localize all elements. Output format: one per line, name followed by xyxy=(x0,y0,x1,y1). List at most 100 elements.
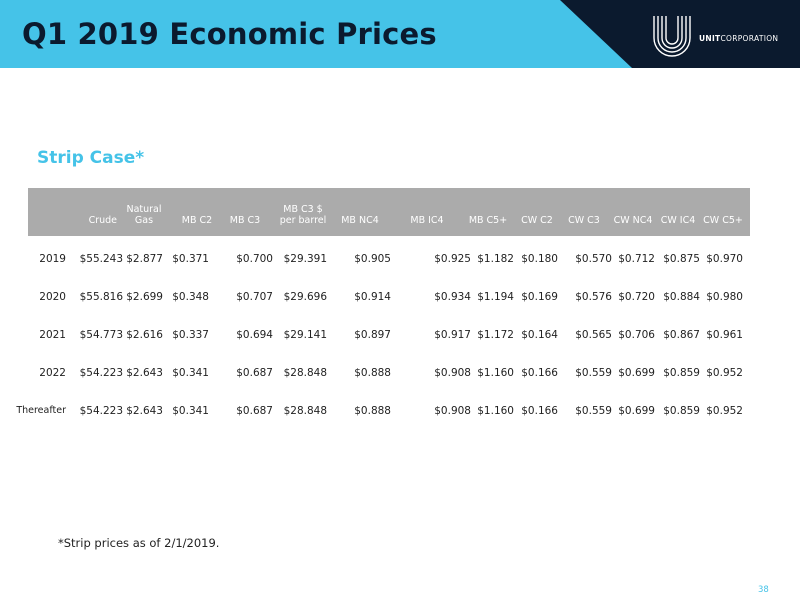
table-cell: $0.169 xyxy=(521,291,558,303)
table-cell: $0.180 xyxy=(521,253,558,265)
table-cell: $0.875 xyxy=(663,253,700,265)
table-cell: $1.172 xyxy=(477,329,514,341)
table-row: 2022 $54.223 $2.643 $0.341 $0.687 $28.848 $0.8… xyxy=(28,367,750,383)
table-cell: $0.164 xyxy=(521,329,558,341)
table-cell: $29.141 xyxy=(283,329,327,341)
column-header-cw-c5: CW C5+ xyxy=(703,215,743,226)
table-cell: $0.888 xyxy=(354,367,391,379)
column-header-mb-c2: MB C2 xyxy=(181,215,213,226)
column-header-natural-gas: Natural Gas xyxy=(122,204,166,226)
footnote: *Strip prices as of 2/1/2019. xyxy=(58,536,220,550)
column-header-cw-ic4: CW IC4 xyxy=(660,215,696,226)
table-cell: $0.570 xyxy=(575,253,612,265)
table-cell: $0.952 xyxy=(706,405,743,417)
logo-text-bold: UNIT xyxy=(699,34,721,43)
table-cell: $29.696 xyxy=(283,291,327,303)
table-cell: $0.348 xyxy=(172,291,209,303)
table-row: 2020 $55.816 $2.699 $0.348 $0.707 $29.696 $0.9… xyxy=(28,291,750,307)
table-row: 2021 $54.773 $2.616 $0.337 $0.694 $29.141 $0.8… xyxy=(28,329,750,345)
table-cell: $0.897 xyxy=(354,329,391,341)
logo-text: UNITCORPORATION xyxy=(699,34,778,43)
page-number: 38 xyxy=(758,585,769,595)
table-row: Thereafter $54.223 $2.643 $0.341 $0.687 $28.8… xyxy=(16,405,750,421)
table-cell: $0.867 xyxy=(663,329,700,341)
page-title: Q1 2019 Economic Prices xyxy=(22,17,437,51)
table-cell: $0.934 xyxy=(434,291,471,303)
header-dark-panel xyxy=(560,0,800,68)
table-cell: $0.706 xyxy=(618,329,655,341)
table-cell: $1.160 xyxy=(477,367,514,379)
table-cell: $55.243 xyxy=(79,253,123,265)
table-cell: $0.884 xyxy=(663,291,700,303)
table-cell: $0.888 xyxy=(354,405,391,417)
table-cell: $54.773 xyxy=(79,329,123,341)
table-row: 2019 $55.243 $2.877 $0.371 $0.700 $29.391 $0.9… xyxy=(28,253,750,269)
table-cell: $0.166 xyxy=(521,405,558,417)
table-cell: $55.816 xyxy=(79,291,123,303)
table-cell: $0.961 xyxy=(706,329,743,341)
column-header-mb-c5: MB C5+ xyxy=(468,215,508,226)
unit-logo-icon xyxy=(653,16,691,57)
column-header-cw-c2: CW C2 xyxy=(521,215,553,226)
table-cell: $0.980 xyxy=(706,291,743,303)
table-cell: $0.565 xyxy=(575,329,612,341)
table-cell: $2.877 xyxy=(126,253,163,265)
table-cell: $0.694 xyxy=(236,329,273,341)
table-cell: $54.223 xyxy=(79,405,123,417)
column-header-mb-ic4: MB IC4 xyxy=(410,215,444,226)
row-label: 2022 xyxy=(39,367,66,379)
table-cell: $0.699 xyxy=(618,405,655,417)
table-cell: $0.712 xyxy=(618,253,655,265)
table-cell: $0.371 xyxy=(172,253,209,265)
column-header-mb-nc4: MB NC4 xyxy=(341,215,379,226)
table-cell: $0.914 xyxy=(354,291,391,303)
table-cell: $28.848 xyxy=(283,367,327,379)
section-subtitle: Strip Case* xyxy=(37,148,145,168)
table-cell: $0.700 xyxy=(236,253,273,265)
table-cell: $0.559 xyxy=(575,405,612,417)
table-cell: $0.337 xyxy=(172,329,209,341)
row-label: 2020 xyxy=(39,291,66,303)
table-cell: $0.559 xyxy=(575,367,612,379)
table-cell: $0.576 xyxy=(575,291,612,303)
column-header-cw-c3: CW C3 xyxy=(568,215,600,226)
row-label: Thereafter xyxy=(16,405,66,416)
table-cell: $0.859 xyxy=(663,405,700,417)
table-cell: $54.223 xyxy=(79,367,123,379)
table-cell: $1.194 xyxy=(477,291,514,303)
column-header-mb-c3-barrel-line2: per barrel xyxy=(279,215,327,226)
table-cell: $28.848 xyxy=(283,405,327,417)
table-cell: $0.720 xyxy=(618,291,655,303)
table-cell: $0.908 xyxy=(434,367,471,379)
table-cell: $0.166 xyxy=(521,367,558,379)
table-cell: $0.952 xyxy=(706,367,743,379)
table-cell: $0.687 xyxy=(236,405,273,417)
column-header-natural-gas-line2: Gas xyxy=(134,215,154,226)
column-header-cw-nc4: CW NC4 xyxy=(613,215,653,226)
table-cell: $2.616 xyxy=(126,329,163,341)
table-cell: $0.341 xyxy=(172,367,209,379)
table-cell: $0.699 xyxy=(618,367,655,379)
table-cell: $0.908 xyxy=(434,405,471,417)
table-cell: $0.905 xyxy=(354,253,391,265)
table-cell: $0.925 xyxy=(434,253,471,265)
table-cell: $0.917 xyxy=(434,329,471,341)
row-label: 2019 xyxy=(39,253,66,265)
table-cell: $2.643 xyxy=(126,405,163,417)
column-header-mb-c3: MB C3 xyxy=(229,215,261,226)
row-label: 2021 xyxy=(39,329,66,341)
column-header-mb-c3-barrel-line1: MB C3 $ xyxy=(283,204,323,215)
column-header-mb-c3-barrel: MB C3 $ per barrel xyxy=(274,204,332,226)
table-cell: $2.699 xyxy=(126,291,163,303)
logo-text-regular: CORPORATION xyxy=(720,34,779,43)
table-cell: $2.643 xyxy=(126,367,163,379)
table-cell: $0.859 xyxy=(663,367,700,379)
column-header-natural-gas-line1: Natural xyxy=(126,204,162,215)
table-cell: $0.970 xyxy=(706,253,743,265)
table-cell: $0.341 xyxy=(172,405,209,417)
table-cell: $1.160 xyxy=(477,405,514,417)
table-cell: $29.391 xyxy=(283,253,327,265)
table-cell: $0.707 xyxy=(236,291,273,303)
table-cell: $0.687 xyxy=(236,367,273,379)
table-cell: $1.182 xyxy=(477,253,514,265)
